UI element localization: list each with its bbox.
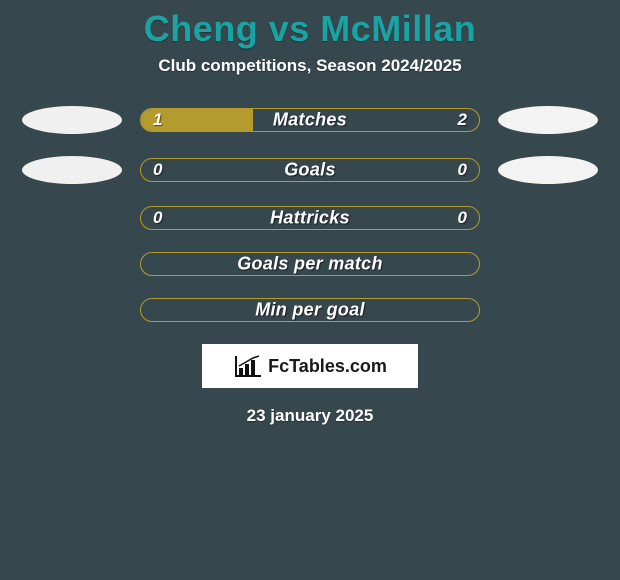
stat-label: Matches (273, 109, 347, 130)
stat-row: 0 0 Hattricks (0, 206, 620, 230)
page-subtitle: Club competitions, Season 2024/2025 (158, 56, 461, 76)
stat-row: 0 0 Goals (0, 156, 620, 184)
player-badge-right (498, 106, 598, 134)
player-badge-left (22, 156, 122, 184)
stat-label: Hattricks (270, 207, 350, 228)
page-title: Cheng vs McMillan (144, 8, 477, 50)
bar-chart-icon (233, 354, 263, 378)
stat-value-right: 2 (458, 110, 467, 130)
stat-label: Goals per match (237, 253, 383, 274)
comparison-card: Cheng vs McMillan Club competitions, Sea… (0, 0, 620, 580)
stat-row: 1 2 Matches (0, 106, 620, 134)
date-label: 23 january 2025 (247, 406, 374, 426)
stat-label: Goals (284, 159, 336, 180)
stat-bar: Min per goal (140, 298, 480, 322)
stat-value-right: 0 (458, 208, 467, 228)
stat-bar: 0 0 Goals (140, 158, 480, 182)
stat-rows: 1 2 Matches 0 0 Goals 0 0 Hattricks Goals per mat… (0, 106, 620, 322)
stat-value-left: 1 (153, 110, 162, 130)
source-logo: FcTables.com (202, 344, 418, 388)
stat-value-left: 0 (153, 160, 162, 180)
player-badge-right (498, 156, 598, 184)
player-badge-left (22, 106, 122, 134)
stat-bar: 0 0 Hattricks (140, 206, 480, 230)
logo-text: FcTables.com (268, 356, 387, 377)
stat-row: Goals per match (0, 252, 620, 276)
stat-bar: Goals per match (140, 252, 480, 276)
stat-bar: 1 2 Matches (140, 108, 480, 132)
stat-value-right: 0 (458, 160, 467, 180)
stat-label: Min per goal (255, 299, 365, 320)
stat-row: Min per goal (0, 298, 620, 322)
stat-value-left: 0 (153, 208, 162, 228)
